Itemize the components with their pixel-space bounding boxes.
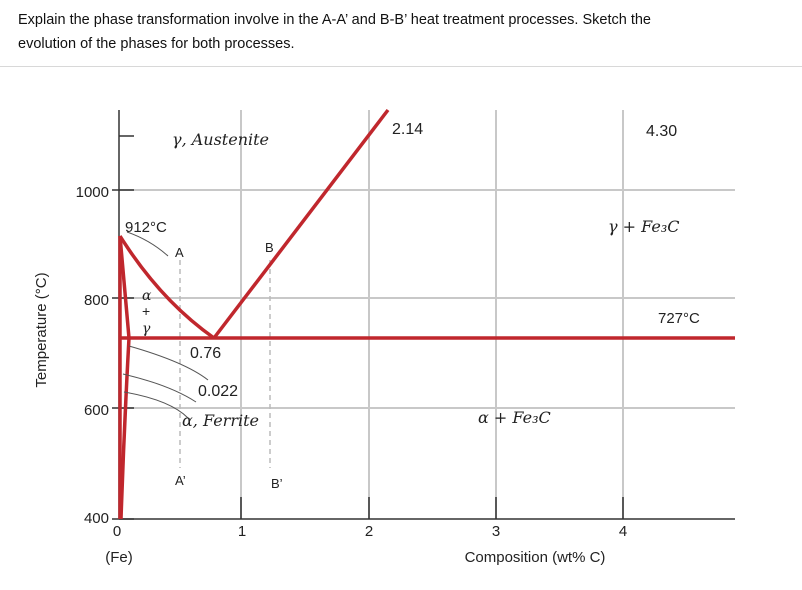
axes xyxy=(112,110,735,520)
point-a-prime-label: A’ xyxy=(175,473,186,488)
ferrite-boundary xyxy=(118,235,131,520)
x-tick-label: 0 xyxy=(113,523,121,540)
divider xyxy=(0,66,802,67)
t727-label: 727°C xyxy=(658,310,700,327)
y-tick-label: 1000 xyxy=(76,184,109,201)
c430-label: 4.30 xyxy=(646,123,677,140)
fe-label: (Fe) xyxy=(105,549,133,566)
x-tick-label: 1 xyxy=(238,523,246,540)
point-a-label: A xyxy=(175,245,184,260)
t912-label: 912°C xyxy=(125,219,167,236)
point-b-label: B xyxy=(265,240,274,255)
gridlines xyxy=(119,110,735,519)
point-b-prime-label: B’ xyxy=(271,476,283,491)
gamma-fe3c-label: γ + Fe₃C xyxy=(608,217,680,236)
x-tick-label: 3 xyxy=(492,523,500,540)
leader-arrows xyxy=(122,231,209,419)
alpha-gamma-alpha: α xyxy=(142,288,152,304)
x-tick-label: 2 xyxy=(365,523,373,540)
x-axis-title: Composition (wt% C) xyxy=(465,549,606,566)
y-tick-label: 600 xyxy=(84,402,109,419)
phase-boundaries xyxy=(118,108,735,520)
austenite-label: γ, Austenite xyxy=(172,130,269,149)
alpha-fe3c-label: α + Fe₃C xyxy=(478,408,551,427)
question-text: Explain the phase transformation involve… xyxy=(18,8,788,56)
a3-line xyxy=(118,235,216,340)
c0022-label: 0.022 xyxy=(198,383,238,400)
ferrite-label: α, Ferrite xyxy=(182,411,259,430)
c076-label: 0.76 xyxy=(190,345,221,362)
acm-line xyxy=(212,108,390,340)
y-tick-label: 800 xyxy=(84,292,109,309)
y-axis-title: Temperature (°C) xyxy=(33,272,50,387)
alpha-gamma-gamma: γ xyxy=(142,321,151,337)
alpha-gamma-plus: + xyxy=(142,303,150,319)
x-tick-label: 4 xyxy=(619,523,627,540)
process-paths xyxy=(179,260,271,468)
c214-label: 2.14 xyxy=(392,121,423,138)
question-line-2: evolution of the phases for both process… xyxy=(18,36,295,52)
y-tick-label: 400 xyxy=(84,510,109,527)
question-line-1: Explain the phase transformation involve… xyxy=(18,12,651,28)
